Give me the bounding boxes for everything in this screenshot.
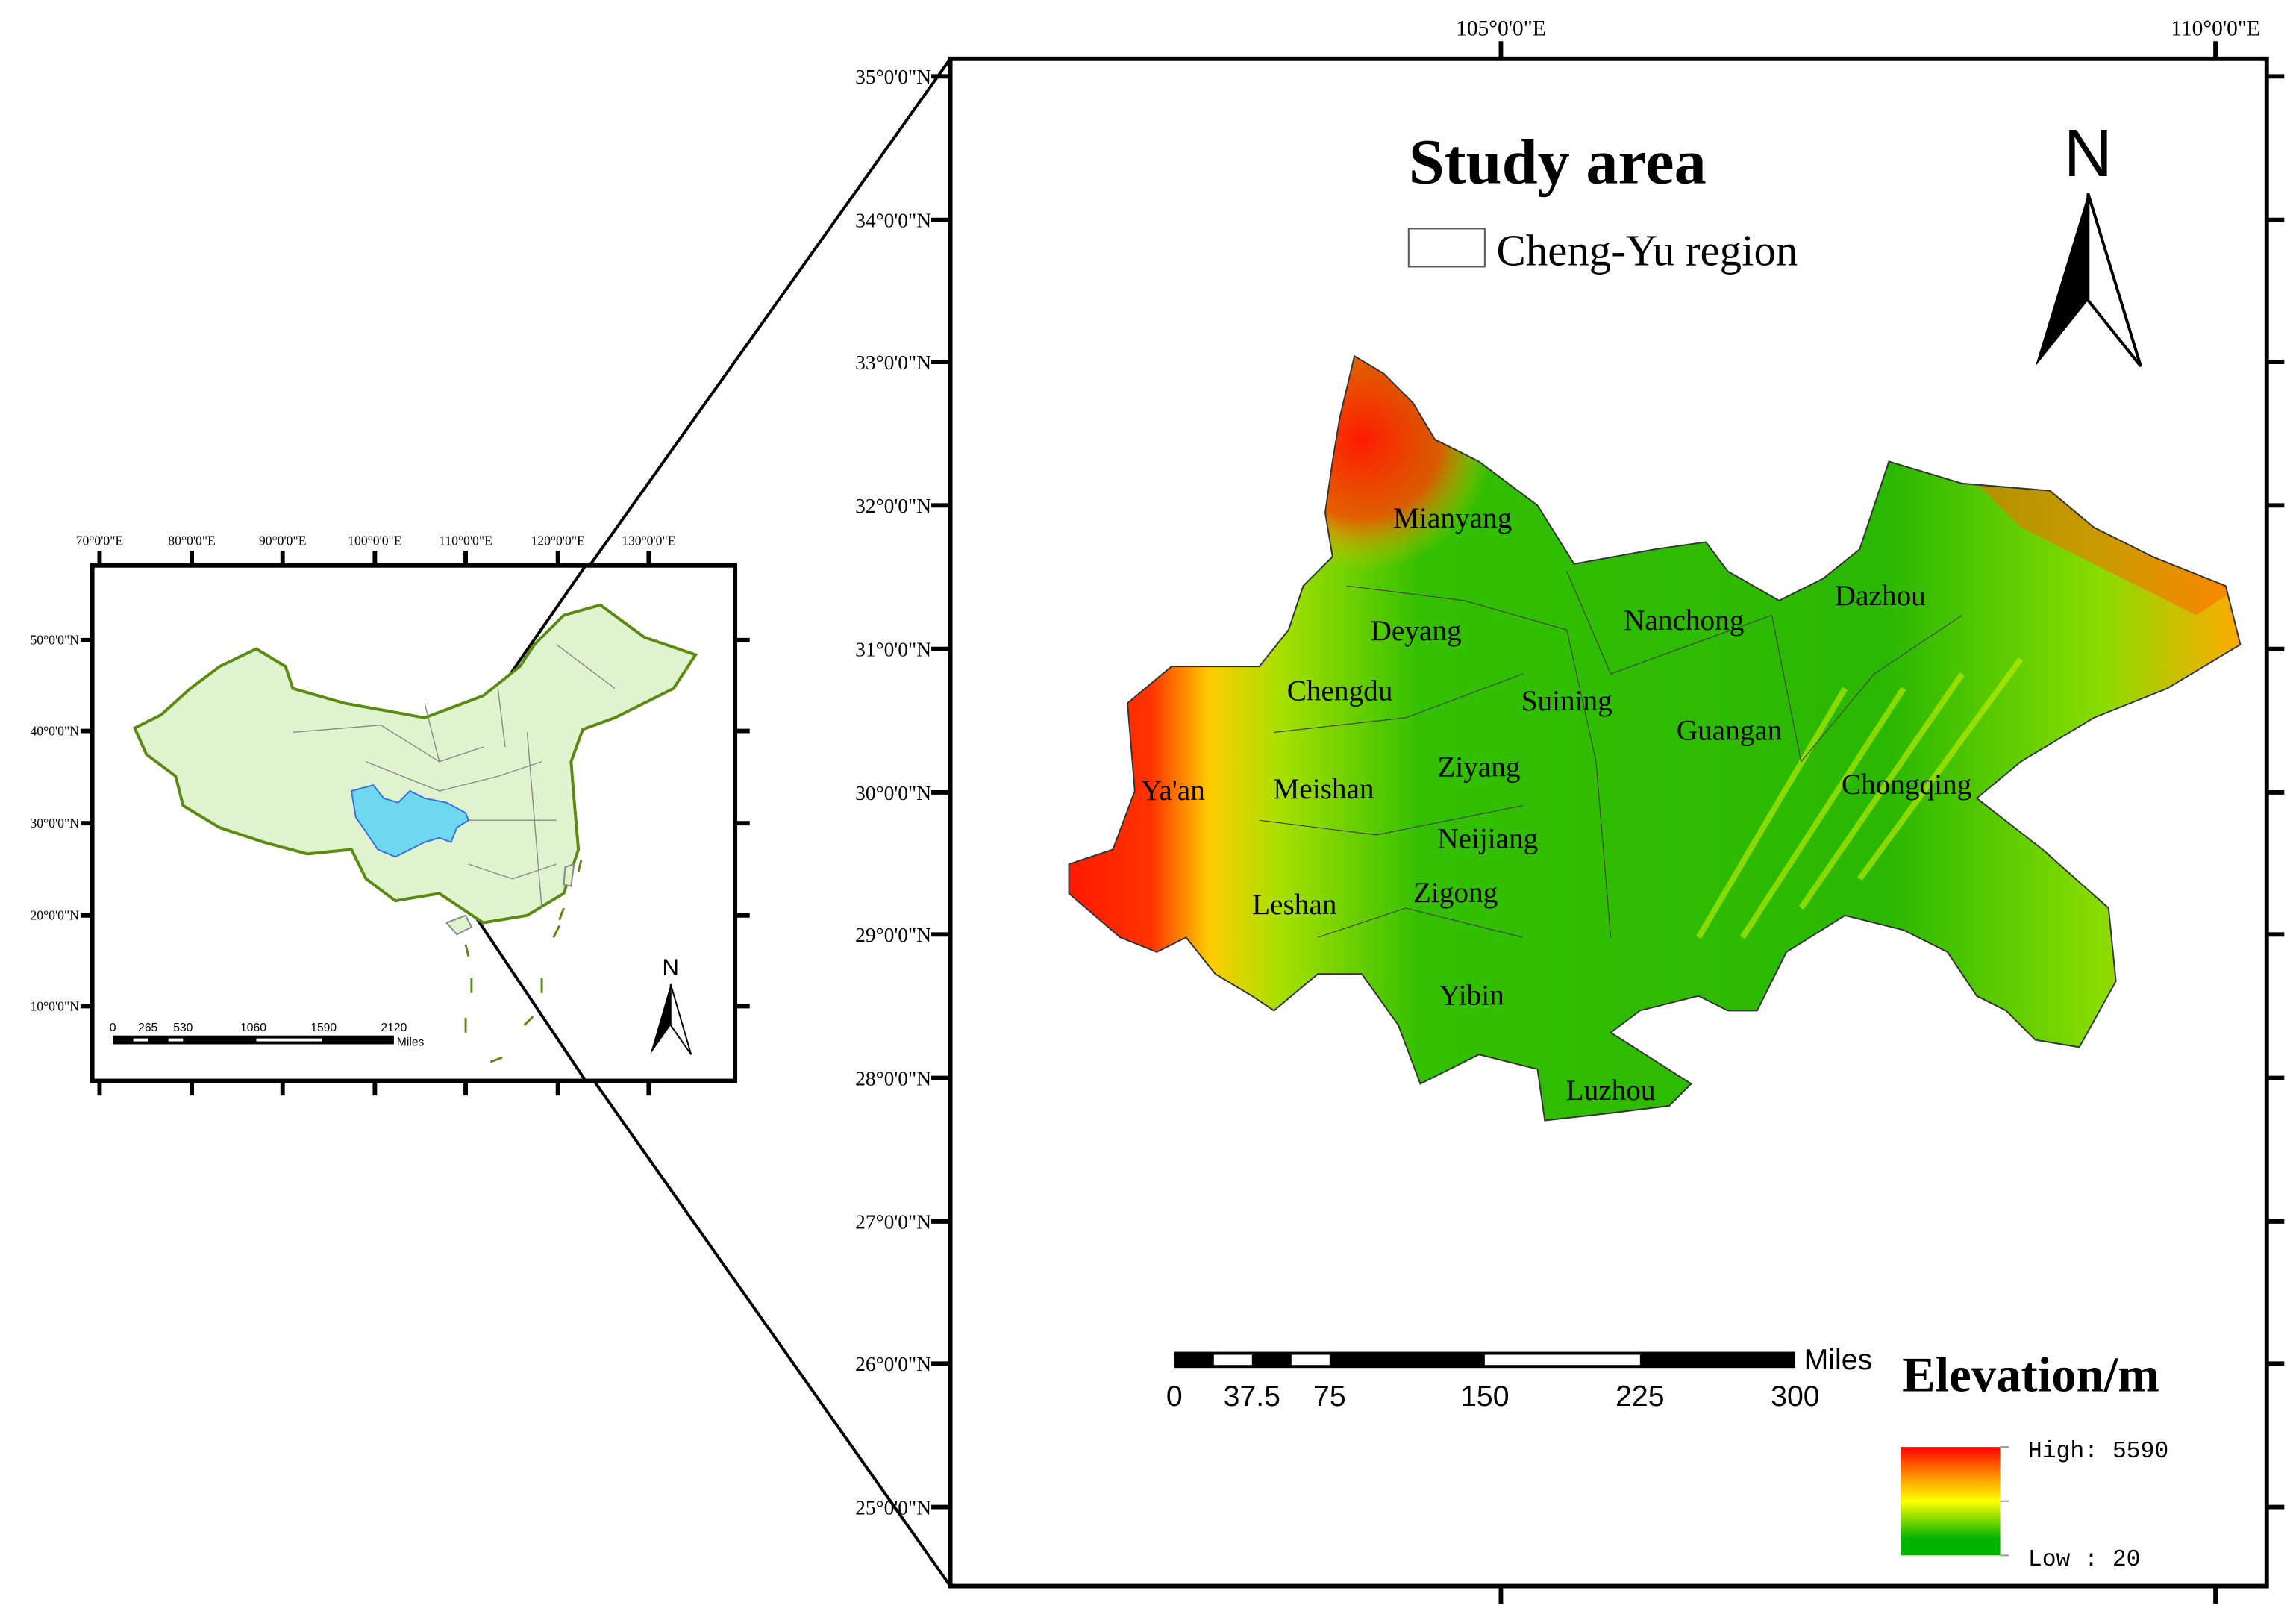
inset-scale-label: 1060 — [240, 1022, 266, 1034]
elevation-color-ramp — [1901, 1447, 2001, 1556]
city-label: Yibin — [1439, 979, 1505, 1011]
main-north-label: N — [2064, 116, 2112, 191]
city-boundaries — [1259, 571, 1962, 938]
city-label: Nanchong — [1624, 604, 1744, 637]
city-label: Suining — [1521, 685, 1612, 717]
main-lon-label: 110°0'0"E — [2171, 16, 2260, 40]
main-lat-label: 34°0'0"N — [855, 209, 931, 231]
inset-north-label: N — [662, 954, 679, 981]
city-label: Neijiang — [1437, 823, 1538, 855]
inset-lon-label: 120°0'0"E — [531, 533, 584, 548]
taiwan-island — [563, 863, 575, 887]
inset-lon-label: 70°0'0"E — [76, 533, 124, 548]
main-lat-label: 26°0'0"N — [855, 1353, 931, 1375]
city-label: Deyang — [1371, 615, 1462, 647]
main-scale-bar: 0 37.5 75 150 225 300 Miles — [1166, 1343, 1872, 1413]
elevation-low-label: Low : 20 — [2028, 1547, 2141, 1573]
nine-dash-line — [464, 859, 583, 1063]
inset-lat-label: 30°0'0"N — [30, 816, 79, 831]
inset-lon-label: 130°0'0"E — [622, 533, 675, 548]
china-outline — [132, 603, 698, 925]
map-title: Study area — [1409, 126, 1707, 198]
hainan-island — [445, 914, 473, 936]
inset-lon-label: 110°0'0"E — [439, 533, 492, 548]
main-lat-label: 25°0'0"N — [855, 1496, 931, 1519]
city-label: Luzhou — [1566, 1075, 1656, 1107]
inset-scale-bar: 0 265 530 1060 1590 2120 Miles — [110, 1022, 425, 1049]
city-label: Zigong — [1413, 877, 1498, 909]
main-lat-label: 30°0'0"N — [855, 782, 931, 804]
sichuan-chongqing-highlight — [350, 784, 470, 858]
city-label: Ziyang — [1437, 751, 1520, 783]
inset-scale-label: 1590 — [310, 1022, 337, 1034]
main-lat-label: 35°0'0"N — [855, 66, 931, 88]
inset-scale-label: 0 — [110, 1022, 116, 1034]
main-map: 105°0'0"E 110°0'0"E 35°0'0"N 34°0'0"N 33°0… — [855, 16, 2285, 1604]
inset-lat-label: 40°0'0"N — [30, 723, 79, 738]
main-lon-label: 105°0'0"E — [1456, 16, 1546, 40]
region-legend-label: Cheng-Yu region — [1497, 226, 1798, 275]
city-label: Leshan — [1252, 889, 1337, 921]
main-lat-label: 32°0'0"N — [855, 495, 931, 517]
main-lat-label: 27°0'0"N — [855, 1211, 931, 1233]
scale-label: 0 — [1166, 1380, 1183, 1413]
province-boundaries — [293, 644, 616, 909]
inset-lat-label: 50°0'0"N — [30, 633, 79, 648]
inset-lon-label: 100°0'0"E — [348, 533, 401, 548]
scale-label: 75 — [1313, 1380, 1346, 1413]
inset-lon-label: 80°0'0"E — [168, 533, 216, 548]
city-label: Chengdu — [1287, 675, 1393, 707]
city-label: Ya'an — [1141, 775, 1205, 807]
elevation-legend: Elevation/m High: 5590 Low : 20 — [1901, 1348, 2168, 1573]
inset-north-arrow: N — [650, 954, 692, 1055]
city-label: Mianyang — [1393, 502, 1512, 534]
city-label: Guangan — [1677, 714, 1783, 746]
city-label: Meishan — [1273, 773, 1374, 805]
scale-label: 150 — [1460, 1380, 1509, 1413]
region-legend-swatch — [1407, 228, 1486, 268]
inset-scale-label: 2120 — [381, 1022, 407, 1034]
inset-map: 70°0'0"E 80°0'0"E 90°0'0"E 100°0'0"E 110… — [30, 533, 750, 1096]
inset-scale-label: 265 — [138, 1022, 157, 1034]
elevation-legend-title: Elevation/m — [1902, 1348, 2159, 1403]
inset-lat-label: 20°0'0"N — [30, 908, 79, 923]
city-label: Chongqing — [1842, 769, 1971, 801]
scale-unit: Miles — [1804, 1343, 1873, 1376]
inset-scale-label: 530 — [173, 1022, 193, 1034]
inset-lat-label: 10°0'0"N — [30, 998, 79, 1013]
main-lat-label: 29°0'0"N — [855, 924, 931, 946]
main-lat-label: 28°0'0"N — [855, 1067, 931, 1089]
main-lat-label: 33°0'0"N — [855, 351, 931, 374]
scale-label: 300 — [1771, 1380, 1819, 1413]
city-label: Dazhou — [1835, 580, 1926, 612]
inset-lon-label: 90°0'0"E — [259, 533, 307, 548]
north-arrow-icon — [650, 984, 671, 1055]
scale-label: 225 — [1615, 1380, 1664, 1413]
elevation-high-label: High: 5590 — [2028, 1439, 2168, 1465]
main-lat-label: 31°0'0"N — [855, 638, 931, 660]
scale-label: 37.5 — [1224, 1380, 1280, 1413]
inset-scale-unit: Miles — [397, 1036, 425, 1048]
